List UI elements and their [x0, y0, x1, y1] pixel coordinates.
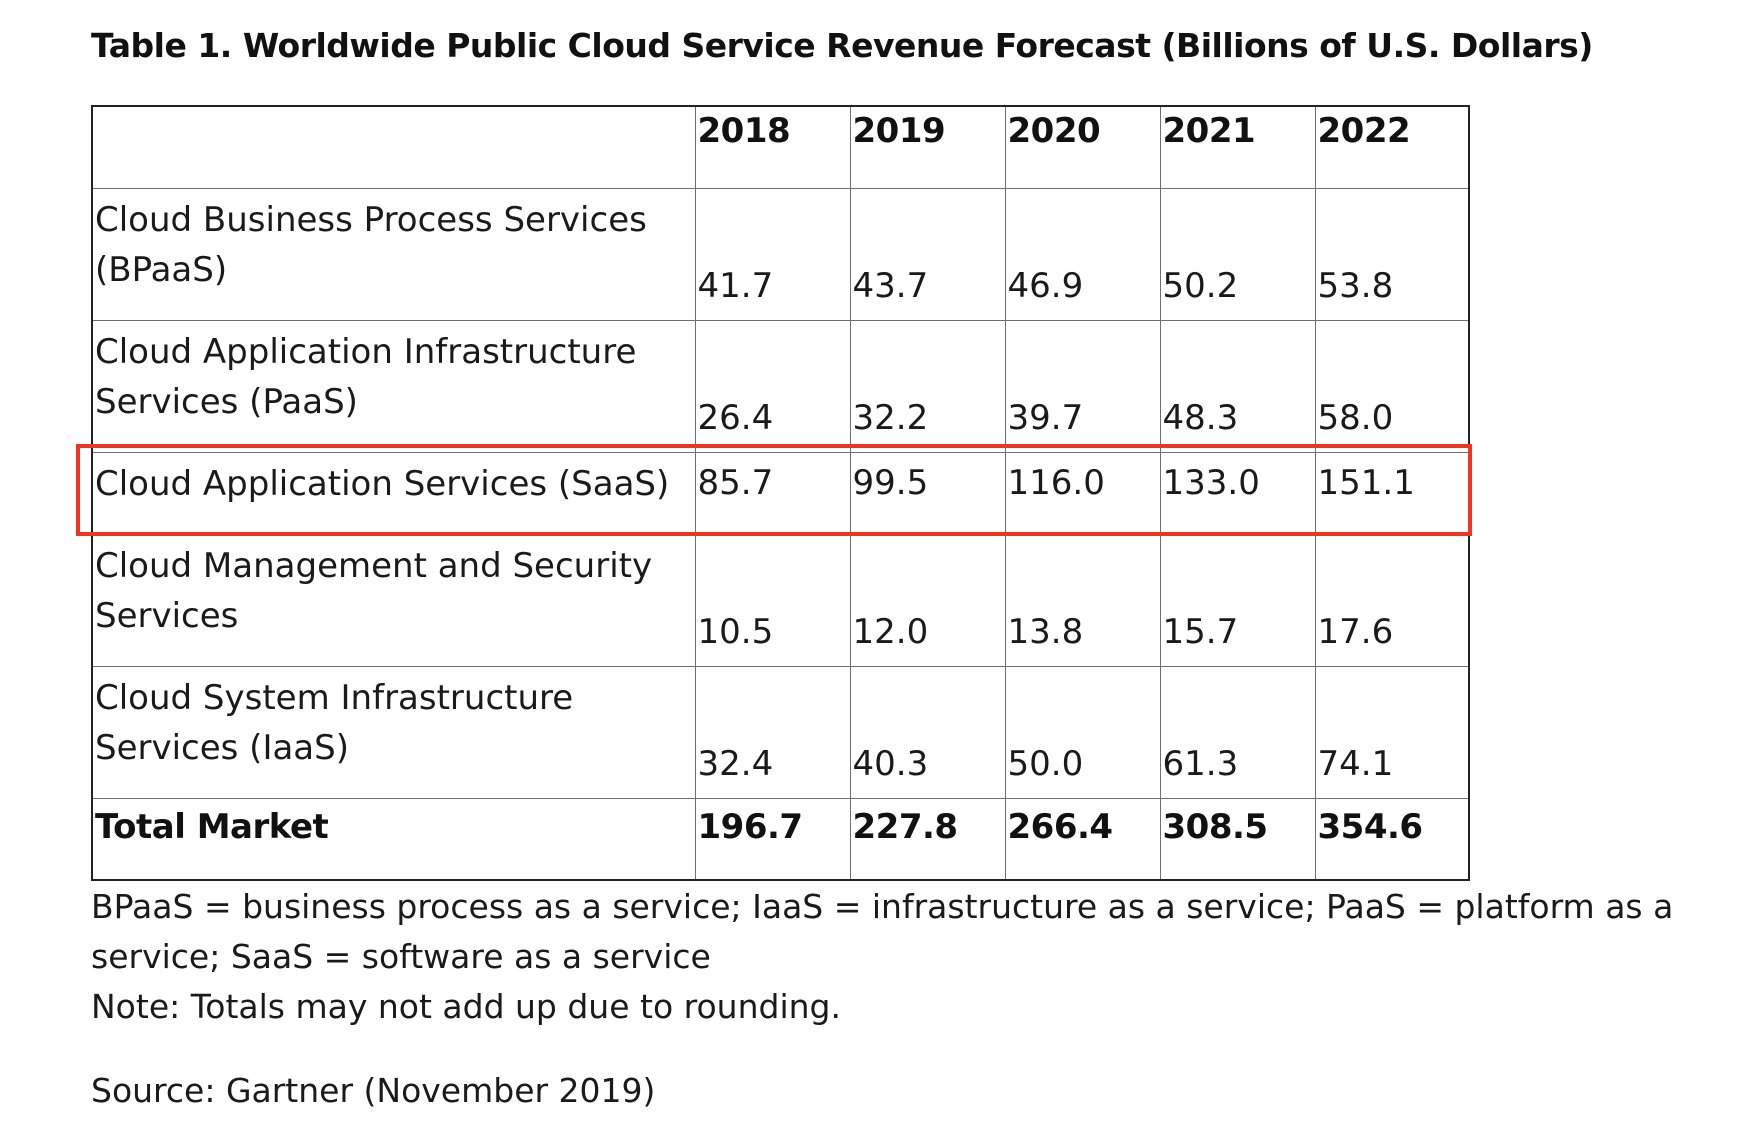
header-blank-cell: [91, 105, 696, 189]
value-cell: 12.0: [849, 533, 1006, 667]
table-row-paas: Cloud Application Infrastructure Service…: [91, 319, 1470, 453]
value-cell: 53.8: [1314, 187, 1470, 321]
year-header: 2020: [1004, 105, 1161, 189]
table-title: Table 1. Worldwide Public Cloud Service …: [91, 26, 1593, 65]
year-header: 2022: [1314, 105, 1470, 189]
value-cell: 99.5: [849, 451, 1006, 535]
value-cell: 41.7: [694, 187, 851, 321]
year-header: 2021: [1159, 105, 1316, 189]
value-cell: 15.7: [1159, 533, 1316, 667]
value-cell: 116.0: [1004, 451, 1161, 535]
row-label: Cloud Business Process Services (BPaaS): [91, 187, 696, 321]
value-cell: 32.2: [849, 319, 1006, 453]
table-row-total: Total Market 196.7 227.8 266.4 308.5 354…: [91, 797, 1470, 881]
row-label: Cloud System Infrastructure Services (Ia…: [91, 665, 696, 799]
cloud-revenue-table: 2018 2019 2020 2021 2022 Cloud Business …: [91, 105, 1470, 881]
value-cell: 10.5: [694, 533, 851, 667]
table-row-saas: Cloud Application Services (SaaS) 85.7 9…: [91, 451, 1470, 535]
table-row-bpaas: Cloud Business Process Services (BPaaS) …: [91, 187, 1470, 321]
year-header: 2019: [849, 105, 1006, 189]
total-value-cell: 266.4: [1004, 797, 1161, 881]
total-label: Total Market: [91, 797, 696, 881]
row-label: Cloud Application Services (SaaS): [91, 451, 696, 535]
total-value-cell: 196.7: [694, 797, 851, 881]
total-value-cell: 227.8: [849, 797, 1006, 881]
row-label: Cloud Management and Security Services: [91, 533, 696, 667]
value-cell: 151.1: [1314, 451, 1470, 535]
year-header: 2018: [694, 105, 851, 189]
value-cell: 17.6: [1314, 533, 1470, 667]
value-cell: 40.3: [849, 665, 1006, 799]
value-cell: 48.3: [1159, 319, 1316, 453]
saas-row-highlight-box: [76, 444, 1472, 536]
source-line: Source: Gartner (November 2019): [91, 1071, 656, 1110]
value-cell: 74.1: [1314, 665, 1470, 799]
value-cell: 133.0: [1159, 451, 1316, 535]
value-cell: 58.0: [1314, 319, 1470, 453]
table-notes: BPaaS = business process as a service; I…: [91, 882, 1731, 1032]
value-cell: 50.2: [1159, 187, 1316, 321]
header-row: 2018 2019 2020 2021 2022: [91, 105, 1470, 189]
table-row-management-security: Cloud Management and Security Services 1…: [91, 533, 1470, 667]
value-cell: 13.8: [1004, 533, 1161, 667]
value-cell: 50.0: [1004, 665, 1161, 799]
value-cell: 61.3: [1159, 665, 1316, 799]
value-cell: 43.7: [849, 187, 1006, 321]
row-label: Cloud Application Infrastructure Service…: [91, 319, 696, 453]
value-cell: 46.9: [1004, 187, 1161, 321]
value-cell: 85.7: [694, 451, 851, 535]
rounding-note: Note: Totals may not add up due to round…: [91, 987, 841, 1026]
total-value-cell: 354.6: [1314, 797, 1470, 881]
abbreviations-note: BPaaS = business process as a service; I…: [91, 887, 1674, 976]
value-cell: 32.4: [694, 665, 851, 799]
value-cell: 39.7: [1004, 319, 1161, 453]
value-cell: 26.4: [694, 319, 851, 453]
total-value-cell: 308.5: [1159, 797, 1316, 881]
table-row-iaas: Cloud System Infrastructure Services (Ia…: [91, 665, 1470, 799]
